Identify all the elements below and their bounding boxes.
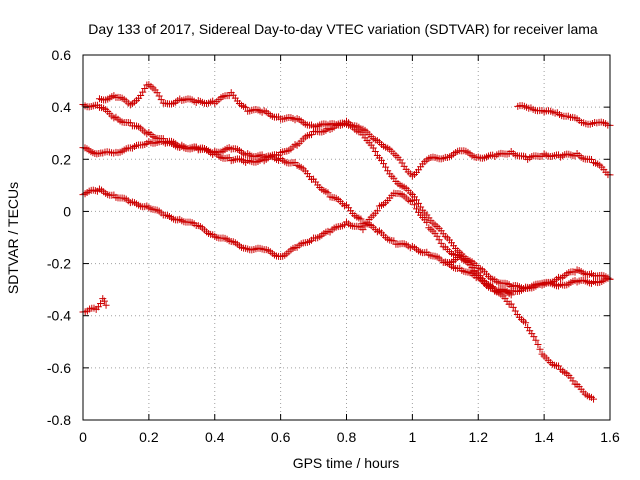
axis-ticks: 0 0.2 0.4 0.6 0.8 1 1.2 1.4 1.6 0.6 0.4 0.2 0 -0.2 -0.… (47, 47, 620, 445)
data-point (509, 303, 517, 311)
x-tick-label: 1.4 (534, 429, 554, 445)
y-tick-label: -0.6 (47, 360, 71, 376)
series-track-c (79, 185, 598, 403)
x-tick-label: 1 (408, 429, 416, 445)
data-point (242, 103, 250, 111)
data-point (157, 96, 165, 104)
data-point (522, 319, 530, 327)
chart-title: Day 133 of 2017, Sidereal Day-to-day VTE… (88, 21, 598, 37)
data-point (102, 301, 110, 309)
data-point (359, 226, 367, 234)
data-point (373, 207, 381, 215)
data-point (590, 395, 598, 403)
x-tick-label: 0.6 (271, 429, 291, 445)
y-tick-label: 0.2 (52, 151, 72, 167)
data-point (415, 199, 423, 207)
data-point (380, 160, 388, 168)
x-tick-label: 1.2 (469, 429, 489, 445)
data-point (100, 297, 108, 305)
y-tick-label: -0.4 (47, 308, 71, 324)
x-axis-label: GPS time / hours (293, 455, 400, 471)
data-point (470, 267, 478, 275)
data-point (536, 345, 544, 353)
data-point (410, 201, 418, 209)
y-tick-label: 0.4 (52, 99, 72, 115)
data-point (369, 144, 377, 152)
y-tick-label: 0 (63, 203, 71, 219)
data-point (324, 189, 332, 197)
series-track-d (95, 81, 614, 180)
data-point (468, 264, 476, 272)
series-track-b (79, 138, 515, 299)
data-point (534, 340, 542, 348)
data-point (139, 88, 147, 96)
data-markers (79, 81, 614, 403)
series-track-f (79, 295, 110, 316)
y-tick-label: -0.2 (47, 256, 71, 272)
data-point (423, 218, 431, 226)
data-point (357, 215, 365, 223)
data-point (371, 147, 379, 155)
data-point (155, 92, 163, 100)
x-tick-label: 0.2 (139, 429, 159, 445)
x-tick-label: 0 (79, 429, 87, 445)
data-point (408, 196, 416, 204)
y-tick-label: 0.6 (52, 47, 72, 63)
data-point (435, 236, 443, 244)
x-tick-label: 0.8 (337, 429, 357, 445)
series-track-e (514, 102, 614, 129)
data-point (489, 283, 497, 291)
data-point (382, 163, 390, 171)
data-point (97, 299, 105, 307)
data-point (530, 333, 538, 341)
x-tick-label: 0.4 (205, 429, 225, 445)
y-tick-label: -0.8 (47, 412, 71, 428)
data-point (532, 336, 540, 344)
x-tick-label: 1.6 (600, 429, 620, 445)
y-axis-label: SDTVAR / TECUs (5, 182, 21, 294)
